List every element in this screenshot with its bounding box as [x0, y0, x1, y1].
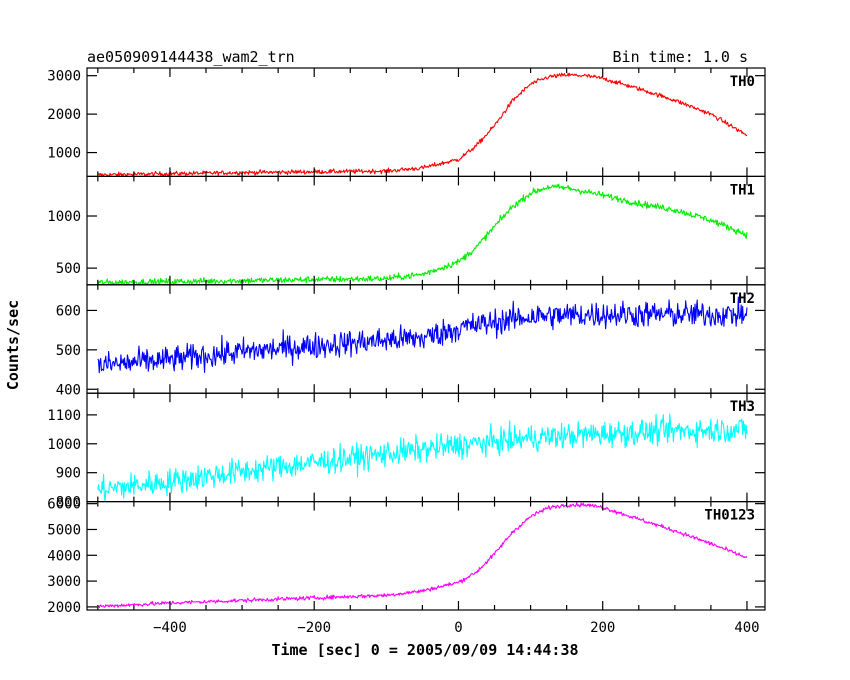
series-th3-line — [97, 413, 748, 502]
y-tick-label: 1000 — [47, 146, 81, 162]
y-tick-label: 5000 — [47, 522, 81, 538]
y-tick-label: 6000 — [47, 497, 81, 513]
y-tick-label: 1000 — [47, 209, 81, 225]
panel-frame — [86, 501, 766, 611]
panel-label-th2: TH2 — [730, 291, 755, 307]
panel-th2: 400 500 600 TH2 — [56, 284, 766, 398]
panel-frame — [86, 67, 766, 178]
y-tick-label: 3000 — [47, 69, 81, 85]
x-tick-label: 400 — [734, 620, 759, 636]
y-tick-label: 1100 — [47, 408, 81, 424]
y-tick-label: 3000 — [47, 574, 81, 590]
y-tick-label: 600 — [56, 303, 81, 319]
series-th0123-line — [97, 501, 748, 609]
x-axis-label: Time [sec] 0 = 2005/09/09 14:44:38 — [271, 641, 578, 659]
x-tick-label: 0 — [454, 620, 462, 636]
y-tick-label: 800 — [56, 495, 81, 511]
plot-title: ae050909144438_wam2_trn — [87, 48, 295, 66]
y-tick-label: 500 — [56, 261, 81, 277]
y-axis-label: Counts/sec — [4, 300, 22, 390]
panel-th3: 800 900 1000 1100 TH3 — [47, 392, 766, 511]
y-tick-label: 500 — [56, 343, 81, 359]
series-th0-line — [97, 72, 748, 177]
x-tick-label: −200 — [297, 620, 331, 636]
panel-frame — [86, 284, 766, 394]
bin-time-label: Bin time: 1.0 s — [613, 48, 748, 66]
y-tick-label: 2000 — [47, 600, 81, 616]
y-tick-label: 900 — [56, 466, 81, 482]
y-tick-label: 1000 — [47, 437, 81, 453]
panel-frame — [86, 175, 766, 286]
x-tick-label: 200 — [590, 620, 615, 636]
series-th2-line — [97, 296, 748, 374]
panel-label-th0123: TH0123 — [704, 508, 755, 524]
y-tick-label: 400 — [56, 382, 81, 398]
panel-th0123: 2000 3000 4000 5000 6000 TH0123 — [47, 497, 766, 616]
panel-label-th0: TH0 — [730, 74, 755, 90]
x-tick-label: −400 — [153, 620, 187, 636]
panel-th1: 500 1000 TH1 — [47, 175, 766, 286]
y-tick-label: 4000 — [47, 548, 81, 564]
panel-th0: 1000 2000 3000 TH0 — [47, 67, 766, 178]
y-tick-label: 2000 — [47, 107, 81, 123]
panel-label-th3: TH3 — [730, 399, 755, 415]
panel-label-th1: TH1 — [730, 182, 755, 198]
series-th1-line — [97, 183, 748, 285]
